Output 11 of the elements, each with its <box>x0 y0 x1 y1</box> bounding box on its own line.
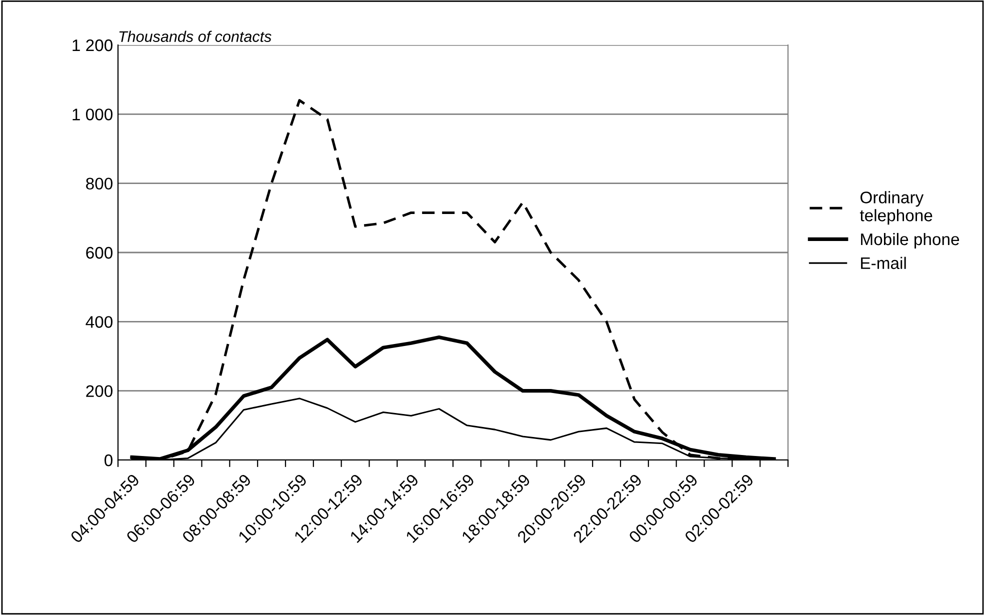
y-tick-label: 1 200 <box>72 39 112 52</box>
legend-label: Ordinary telephone <box>860 191 932 225</box>
y-tick-label: 200 <box>86 385 112 398</box>
legend-label: Mobile phone <box>861 232 960 248</box>
y-tick-label: 800 <box>86 178 112 190</box>
y-tick-label: 600 <box>86 246 112 259</box>
legend-label: E-mail <box>861 256 906 270</box>
y-tick-label: 400 <box>86 316 112 328</box>
y-axis-title: Thousands of contacts <box>119 30 272 42</box>
y-tick-label: 0 <box>104 454 112 466</box>
y-tick-label: 1 000 <box>72 108 112 120</box>
